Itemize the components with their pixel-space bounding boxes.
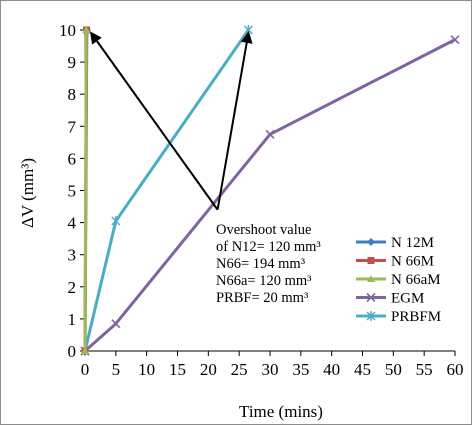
annotation-line: PRBF= 20 mm³ [216, 290, 309, 306]
data-point [111, 319, 121, 329]
annotation-line: of N12= 120 mm³ [216, 239, 321, 255]
x-tick-label: 60 [447, 360, 464, 379]
legend-item: PRBFM [356, 309, 441, 325]
legend-label: PRBFM [391, 309, 441, 325]
x-tick-label: 40 [323, 360, 340, 379]
series-prbfm [80, 25, 253, 356]
x-tick-label: 45 [354, 360, 371, 379]
x-tick-label: 5 [112, 360, 121, 379]
data-point [81, 347, 89, 354]
y-tick-label: 1 [68, 310, 77, 329]
y-tick-label: 10 [59, 21, 76, 40]
annotation-arrow [216, 31, 253, 210]
y-tick-label: 2 [68, 278, 77, 297]
x-tick-label: 30 [262, 360, 279, 379]
data-point [265, 129, 275, 139]
x-tick-label: 35 [292, 360, 309, 379]
legend-item: N 66aM [356, 272, 441, 288]
legend-label: N 66M [391, 254, 434, 270]
legend-marker [367, 257, 375, 264]
series-n-66am [81, 26, 91, 354]
legend-label: N 66aM [391, 272, 441, 288]
y-tick-label: 8 [68, 85, 77, 104]
x-tick-label: 0 [81, 360, 90, 379]
x-tick-label: 15 [169, 360, 186, 379]
legend-marker [367, 275, 375, 282]
data-point [450, 35, 460, 45]
y-axis-label: ΔV (mm³) [18, 158, 37, 228]
legend-label: N 12M [391, 235, 434, 251]
data-point [111, 215, 121, 226]
y-tick-label: 0 [68, 342, 77, 361]
x-axis-ticks: 0 5 10 15 20 25 30 35 40 45 50 55 60 [81, 351, 464, 379]
annotation-line: N66a= 120 mm³ [216, 273, 312, 289]
series-line [84, 38, 456, 353]
y-tick-label: 9 [68, 53, 77, 72]
y-tick-label: 7 [68, 117, 77, 136]
x-tick-label: 10 [138, 360, 155, 379]
y-axis-ticks: 0 1 2 3 4 5 6 7 8 9 10 [59, 21, 85, 361]
legend-marker [366, 292, 376, 303]
legend: N 12M N 66M N 66aM EGM PRBFM [356, 235, 441, 325]
legend-item: N 12M [356, 235, 434, 251]
x-tick-label: 20 [200, 360, 217, 379]
legend-item: N 66M [356, 254, 434, 270]
x-axis-label: Time (mins) [239, 402, 323, 421]
legend-marker [366, 311, 376, 321]
legend-marker [367, 238, 375, 246]
annotation-arrow [90, 31, 219, 211]
y-tick-label: 4 [68, 214, 77, 233]
annotation-line: N66= 194 mm³ [216, 256, 306, 272]
x-tick-label: 55 [416, 360, 433, 379]
legend-label: EGM [391, 291, 424, 307]
legend-item: EGM [356, 291, 424, 307]
series-line [83, 29, 88, 352]
series-layer [80, 25, 460, 356]
y-tick-label: 3 [68, 246, 77, 265]
annotation-line: Overshoot value [216, 222, 311, 238]
series-egm [80, 35, 460, 356]
x-tick-label: 50 [385, 360, 402, 379]
y-tick-label: 5 [68, 182, 77, 201]
x-tick-label: 25 [231, 360, 248, 379]
y-tick-label: 6 [68, 149, 77, 168]
data-point [82, 26, 91, 33]
